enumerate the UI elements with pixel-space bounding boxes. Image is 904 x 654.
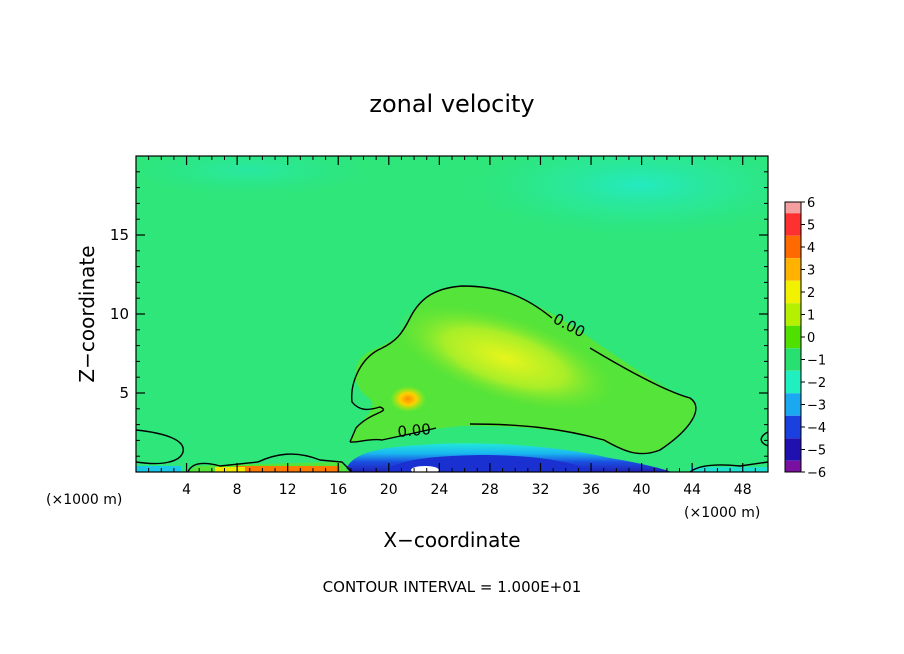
y-tick-label: 10 — [110, 305, 129, 323]
colorbar-tick-label: −6 — [807, 466, 826, 481]
x-tick-label: 44 — [683, 482, 701, 498]
colorbar-band — [785, 427, 801, 439]
zero-contour-right — [689, 431, 768, 472]
x-axis-label: X−coordinate — [383, 528, 520, 552]
velocity-peak — [390, 386, 426, 412]
colorbar-band — [785, 449, 801, 461]
chart-title: zonal velocity — [369, 90, 534, 118]
x-tick-label: 36 — [582, 482, 600, 498]
colorbar-band — [785, 280, 801, 292]
x-tick-label: 4 — [182, 482, 191, 498]
colorbar-band — [785, 325, 801, 337]
surface-cyan-right — [690, 467, 768, 472]
colorbar-tick-label: −5 — [807, 444, 826, 459]
colorbar-band — [785, 292, 801, 304]
colorbar-tick-label: −4 — [807, 421, 826, 436]
colorbar-band — [785, 213, 801, 225]
colorbar-tick-label: 5 — [807, 219, 815, 234]
upper-teal-region-2 — [136, 156, 370, 195]
zero-contour-surface — [187, 453, 353, 472]
x-unit-right: (×1000 m) — [684, 505, 760, 521]
x-tick-label: 24 — [430, 482, 448, 498]
colorbar-band — [785, 359, 801, 371]
x-tick-label: 28 — [481, 482, 499, 498]
colorbar-tick-label: 2 — [807, 286, 815, 301]
colorbar-band — [785, 438, 801, 450]
x-tick-label: 32 — [532, 482, 550, 498]
colorbar-band — [785, 247, 801, 259]
contour-label: 0.00 — [397, 420, 432, 441]
colorbar-band — [785, 303, 801, 315]
surface-yellow-band — [215, 467, 245, 472]
colorbar-tick-label: 3 — [807, 264, 815, 279]
y-tick-label: 5 — [119, 384, 129, 402]
colorbar-tick-label: −2 — [807, 376, 826, 391]
colorbar-band — [785, 404, 801, 416]
colorbar-band — [785, 393, 801, 405]
colorbar-tick-label: −3 — [807, 399, 826, 414]
contour-interval-note: CONTOUR INTERVAL = 1.000E+01 — [323, 578, 582, 596]
colorbar-band — [785, 202, 801, 214]
colorbar-band — [785, 224, 801, 236]
x-tick-label: 20 — [380, 482, 398, 498]
colorbar-band — [785, 314, 801, 326]
surface-cyan-left — [136, 466, 181, 472]
x-tick-label: 48 — [734, 482, 752, 498]
positive-core — [394, 304, 616, 412]
colorbar-band — [785, 258, 801, 270]
colorbar-band — [785, 460, 801, 472]
colorbar-band — [785, 415, 801, 427]
zero-contour-main — [349, 285, 697, 455]
colorbar-tick-label: −1 — [807, 354, 826, 369]
colorbar-band — [785, 348, 801, 360]
x-tick-label: 12 — [279, 482, 297, 498]
contour-field — [136, 156, 768, 472]
y-tick-label: 15 — [110, 226, 129, 244]
jet-minimum-spot — [411, 466, 439, 472]
colorbar-band — [785, 370, 801, 382]
colorbar: 6 5 4 3 2 1 0 −1 −2 −3 −4 −5 −6 — [784, 196, 826, 481]
colorbar-tick-label: 0 — [807, 331, 815, 346]
colorbar-band — [785, 337, 801, 349]
y-axis-label: Z−coordinate — [75, 245, 99, 382]
colorbar-tick-label: 1 — [807, 309, 815, 324]
x-unit-left: (×1000 m) — [46, 492, 122, 508]
y-axis: 5 10 15 — [110, 171, 768, 457]
colorbar-band — [785, 382, 801, 394]
colorbar-band — [785, 269, 801, 281]
upper-teal-region — [470, 156, 768, 235]
colorbar-tick-label: 4 — [807, 241, 815, 256]
x-axis: 4 8 12 16 20 24 28 32 36 40 44 48 — [148, 156, 756, 498]
x-tick-label: 8 — [233, 482, 242, 498]
x-tick-label: 40 — [633, 482, 651, 498]
x-tick-label: 16 — [329, 482, 347, 498]
colorbar-tick-label: 6 — [807, 196, 815, 211]
zero-contour-left — [136, 429, 184, 465]
colorbar-band — [785, 235, 801, 247]
